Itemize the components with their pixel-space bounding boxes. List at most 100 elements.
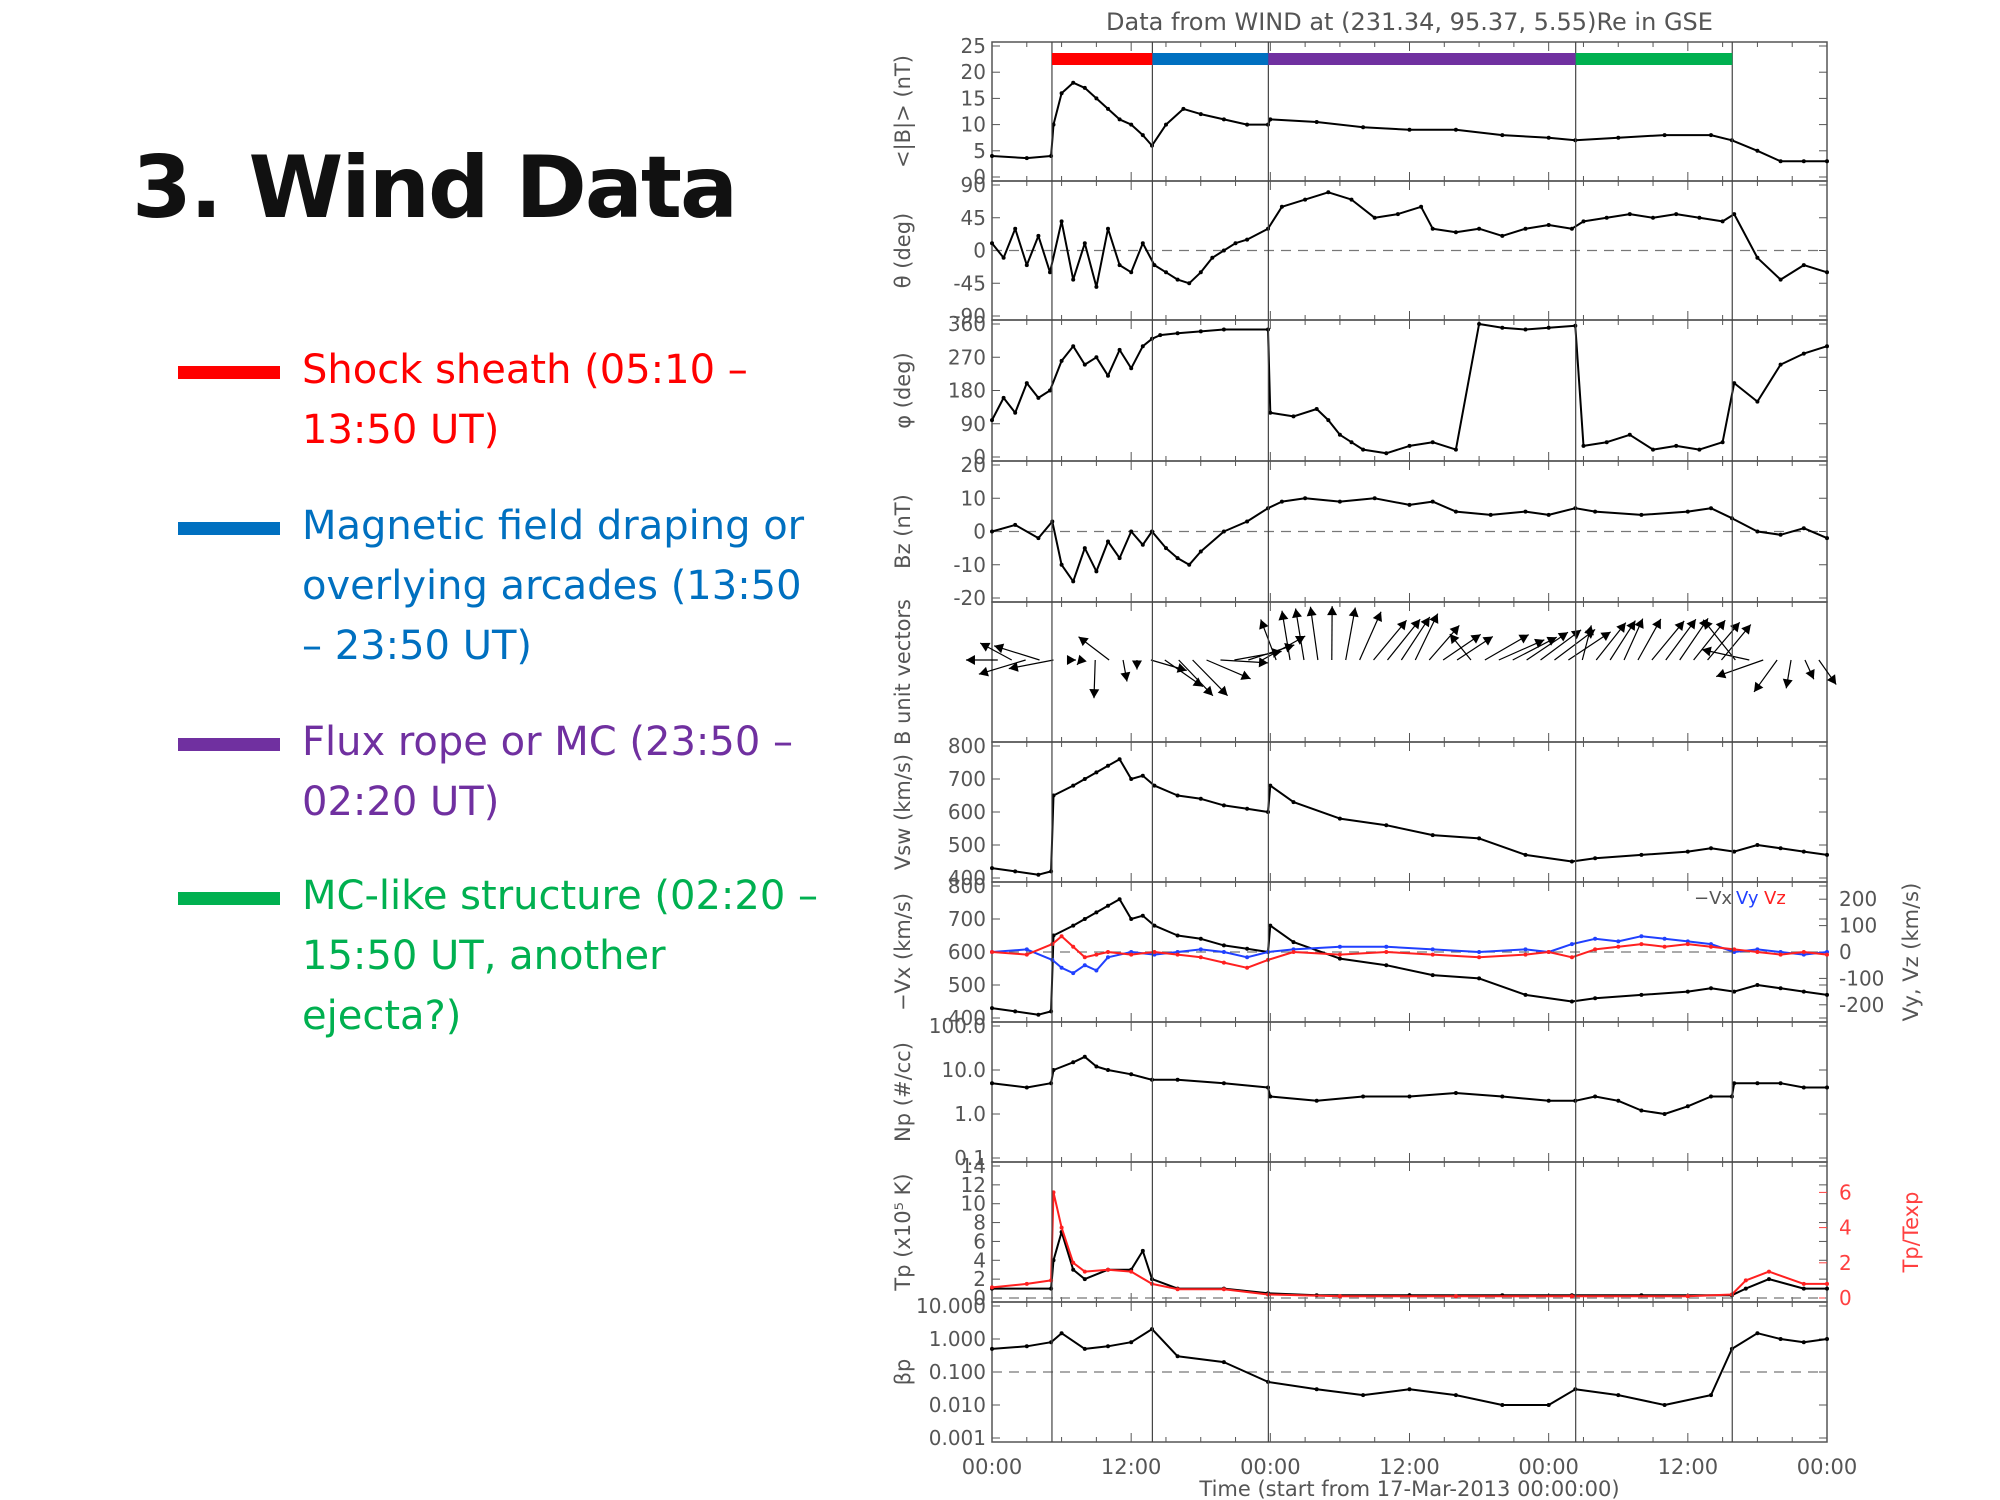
b-vector-arrowhead xyxy=(1192,677,1203,687)
data-point xyxy=(1419,204,1424,209)
data-point xyxy=(1569,999,1574,1004)
data-point xyxy=(1117,117,1122,122)
data-point xyxy=(1743,1286,1748,1291)
data-point xyxy=(1140,1248,1145,1253)
b-vector-arrowhead xyxy=(1616,622,1626,633)
data-point xyxy=(1581,443,1586,448)
data-point xyxy=(1094,1064,1099,1069)
b-vector-arrowhead xyxy=(980,642,991,652)
data-point xyxy=(1071,1060,1076,1065)
data-point xyxy=(1523,327,1528,332)
b-vector-arrowhead xyxy=(1077,654,1087,665)
data-point xyxy=(1245,519,1250,524)
data-point xyxy=(1129,777,1134,781)
data-point xyxy=(1326,418,1331,423)
data-point xyxy=(1036,1012,1041,1017)
y-tick-label: -20 xyxy=(953,586,986,610)
data-point xyxy=(1071,1260,1076,1265)
data-point xyxy=(1082,1054,1087,1059)
data-point xyxy=(1036,872,1041,877)
data-point xyxy=(1662,944,1667,949)
x-tick-label: 12:00 xyxy=(1101,1455,1162,1479)
data-point xyxy=(1221,803,1226,808)
b-vector-arrowhead xyxy=(1008,661,1019,672)
data-point xyxy=(1384,950,1389,954)
y-tick-label: 0 xyxy=(973,1286,986,1310)
data-point xyxy=(1801,1085,1806,1090)
y-tick-label: 0.001 xyxy=(929,1426,986,1450)
data-point xyxy=(1106,106,1110,111)
data-point xyxy=(1106,539,1110,544)
b-vector-arrowhead xyxy=(1701,646,1712,657)
y-tick-label: -45 xyxy=(953,271,986,295)
b-vector-arrowhead xyxy=(1348,607,1359,618)
interval-bar xyxy=(1268,53,1576,65)
data-point xyxy=(1546,135,1551,140)
b-vector-arrowhead xyxy=(1078,636,1089,647)
velocity-legend-vy: Vy xyxy=(1736,888,1759,909)
data-point xyxy=(1129,1269,1134,1274)
data-point xyxy=(1175,952,1180,957)
data-point xyxy=(1755,148,1760,153)
data-point xyxy=(1593,1094,1598,1099)
data-point xyxy=(1175,277,1180,282)
data-point xyxy=(1221,117,1226,122)
data-point xyxy=(1825,1085,1829,1090)
b-vector-arrowhead xyxy=(1089,689,1100,699)
data-point xyxy=(1778,159,1783,164)
y-axis-label: B unit vectors xyxy=(891,599,915,745)
y-tick-label: 90 xyxy=(961,173,986,197)
series-vx xyxy=(991,898,1828,1016)
y-axis-label: Np (#/cc) xyxy=(891,1042,915,1142)
data-point xyxy=(1071,923,1076,928)
b-vector-arrowhead xyxy=(1259,619,1269,630)
b-vector-arrowhead xyxy=(1741,624,1751,635)
y-tick-label: 180 xyxy=(948,379,986,403)
x-tick-label: 00:00 xyxy=(1518,1455,1579,1479)
data-point xyxy=(1187,281,1192,286)
data-point xyxy=(1117,263,1122,268)
data-point xyxy=(1407,1094,1412,1099)
data-point xyxy=(1221,960,1226,965)
data-point xyxy=(1349,197,1354,202)
b-vector-arrowhead xyxy=(1217,685,1228,696)
data-point xyxy=(1036,536,1041,541)
data-point xyxy=(1477,226,1482,231)
b-vector-arrowhead xyxy=(1420,616,1430,628)
x-axis-label: Time (start from 17-Mar-2013 00:00:00) xyxy=(1198,1477,1619,1500)
data-point xyxy=(1627,212,1632,217)
data-point xyxy=(1616,1393,1621,1398)
data-point xyxy=(1152,783,1157,788)
data-point xyxy=(1059,219,1064,224)
data-point xyxy=(1082,241,1087,246)
y2-tick-label: -100 xyxy=(1839,966,1884,990)
data-point xyxy=(1094,96,1099,101)
data-point xyxy=(1801,351,1806,356)
data-point xyxy=(1071,80,1076,85)
data-point xyxy=(1140,344,1145,349)
data-point xyxy=(1279,499,1284,504)
data-point xyxy=(1407,443,1412,448)
data-point xyxy=(1767,1269,1771,1274)
data-point xyxy=(1071,971,1076,976)
data-point xyxy=(1361,125,1366,130)
data-point xyxy=(1662,1112,1667,1116)
series-tp xyxy=(992,1231,1827,1297)
data-point xyxy=(1500,133,1505,138)
series-line xyxy=(991,497,1828,583)
b-vector-arrowhead xyxy=(1396,620,1407,631)
y-axis-label: φ (deg) xyxy=(891,352,915,429)
data-point xyxy=(990,866,994,871)
data-point xyxy=(1500,1094,1505,1099)
data-point xyxy=(1616,1098,1621,1103)
data-point xyxy=(1430,952,1435,957)
data-point xyxy=(1685,942,1690,947)
data-point xyxy=(990,1346,994,1351)
x-tick-label: 00:00 xyxy=(962,1455,1023,1479)
data-point xyxy=(1523,992,1528,997)
data-point xyxy=(1198,112,1203,117)
data-point xyxy=(1140,773,1145,778)
data-point xyxy=(1778,846,1783,851)
data-point xyxy=(1604,215,1609,220)
data-point xyxy=(1221,950,1226,954)
